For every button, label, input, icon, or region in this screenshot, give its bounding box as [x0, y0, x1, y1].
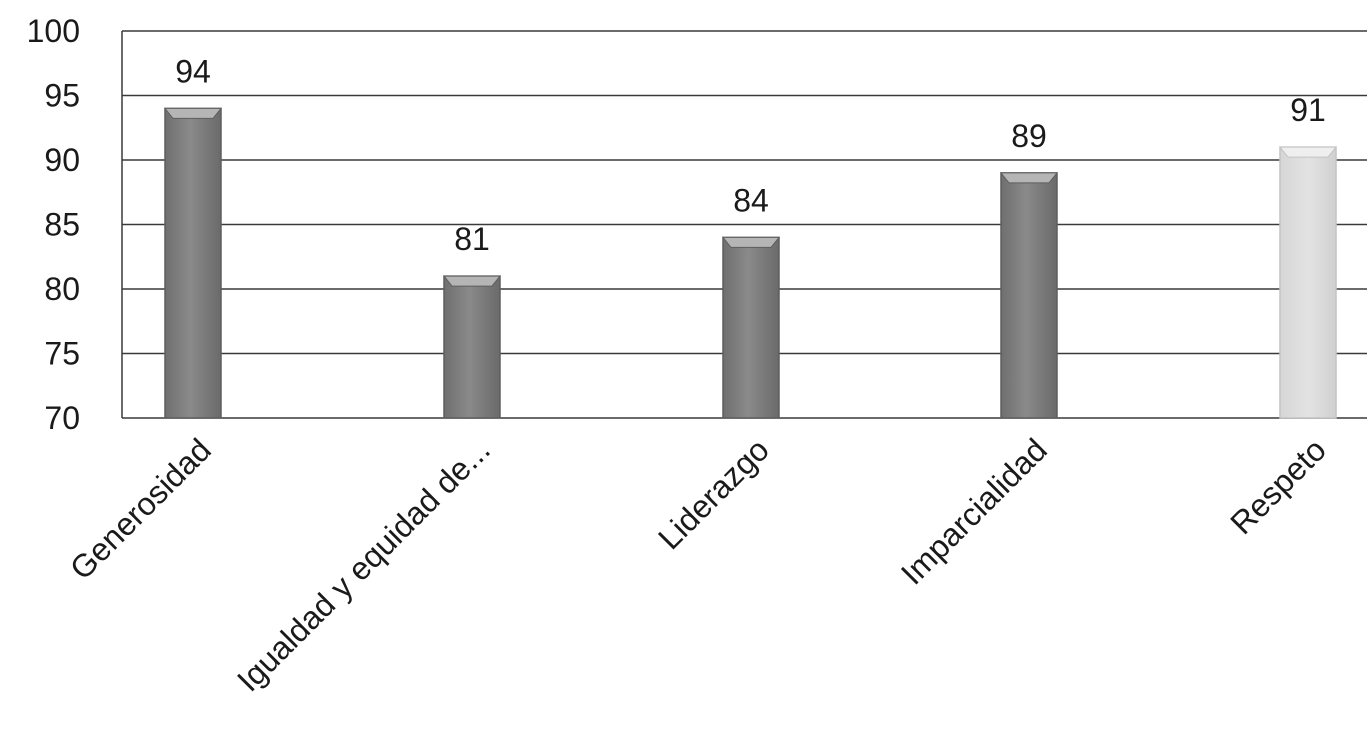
y-axis-tick-labels: 70 75 80 85 90 95 100	[27, 13, 80, 436]
bar-2	[721, 236, 781, 419]
data-label-4: 91	[1290, 92, 1326, 128]
y-tick-label-95: 95	[44, 78, 80, 114]
data-label-1: 81	[454, 221, 490, 257]
data-label-3: 89	[1011, 118, 1047, 154]
bar-body-3	[1000, 172, 1058, 419]
bar-0	[163, 107, 223, 419]
category-label-1: Igualdad y equidad de...	[230, 431, 497, 698]
category-label-0: Generosidad	[63, 431, 218, 586]
category-label-4: Respeto	[1223, 431, 1333, 541]
bar-4	[1278, 146, 1338, 419]
category-label-2: Liderazgo	[651, 431, 776, 556]
category-label-3: Imparcialidad	[894, 431, 1054, 591]
data-label-2: 84	[733, 182, 769, 218]
bars	[163, 107, 1338, 419]
bar-body-0	[164, 107, 222, 419]
x-axis-category-labels: Generosidad Igualdad y equidad de... Lider…	[63, 431, 1333, 698]
bar-body-1	[443, 275, 501, 419]
data-labels: 94 81 84 89 91	[175, 53, 1326, 257]
y-tick-label-75: 75	[44, 336, 80, 372]
bar-3	[999, 172, 1059, 419]
y-tick-label-85: 85	[44, 207, 80, 243]
bar-body-2	[722, 236, 780, 419]
bar-cap-1	[442, 275, 502, 287]
bar-cap-4	[1278, 146, 1338, 158]
bar-1	[442, 275, 502, 419]
data-label-0: 94	[175, 53, 211, 89]
y-tick-label-80: 80	[44, 271, 80, 307]
y-tick-label-70: 70	[44, 400, 80, 436]
bar-cap-2	[721, 236, 781, 248]
bar-cap-3	[999, 172, 1059, 184]
y-tick-label-100: 100	[27, 13, 80, 49]
bar-body-4	[1279, 146, 1337, 419]
bar-cap-0	[163, 107, 223, 119]
y-tick-label-90: 90	[44, 142, 80, 178]
